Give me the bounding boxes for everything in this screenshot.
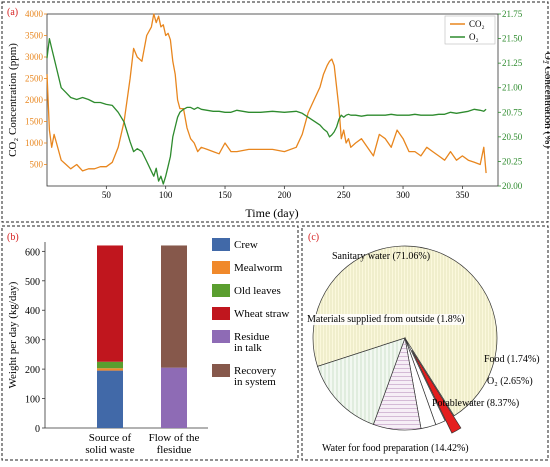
x-tick-label: 50 — [102, 190, 112, 200]
panel-a-plot-area — [46, 13, 499, 187]
pie-label: Materials supplied from outside (1.8%) — [307, 314, 464, 325]
y-right-tick-label: 20.75 — [502, 107, 523, 117]
y-tick-label: 600 — [25, 247, 40, 258]
panel-a-frame — [1, 1, 549, 223]
o2-series-line — [46, 37, 487, 185]
panel-c: (c) Sanitary water (71.06%) Materials sup… — [306, 232, 540, 454]
y-left-tick-label: 500 — [30, 160, 44, 170]
panel-b-y-label: Weight per day (kg/day) — [7, 281, 19, 388]
y-right-tick-label: 20.25 — [502, 156, 523, 166]
bar-segment — [97, 368, 123, 371]
legend-label-co2: CO₂ — [469, 19, 485, 29]
y-tick-label: 300 — [25, 336, 40, 347]
legend-swatch — [212, 307, 230, 320]
legend-label: Mealworm — [234, 262, 283, 274]
y-tick-label: 200 — [25, 365, 40, 376]
bar-segment — [97, 361, 123, 369]
legend-label: in system — [234, 376, 276, 388]
category-label: Flow of the — [149, 432, 200, 444]
panel-b-frame — [1, 225, 299, 461]
y-tick-label: 100 — [25, 395, 40, 406]
panel-b-label: (b) — [7, 232, 19, 243]
legend-label: Crew — [234, 239, 258, 251]
category-label: flesidue — [157, 444, 192, 456]
panel-a-x-label: Time (day) — [245, 206, 298, 220]
y-tick-label: 500 — [25, 277, 40, 288]
pie-label: Potablewater (8.37%) — [432, 398, 519, 409]
y-left-tick-label: 2000 — [25, 95, 44, 105]
pie-slice — [312, 245, 498, 417]
bar-segment — [97, 245, 123, 362]
x-tick-label: 100 — [159, 190, 173, 200]
y-left-tick-label: 2500 — [25, 74, 44, 84]
panel-a-y-right-label: O₂ Concentration (%) — [542, 52, 550, 148]
y-left-tick-label: 4000 — [25, 9, 44, 19]
legend-label: Residue — [234, 331, 270, 343]
co2-series-line — [46, 13, 487, 174]
bar-segment — [97, 370, 123, 428]
pie-label: O₂ (2.65%) — [487, 376, 533, 387]
legend-swatch — [212, 364, 230, 377]
y-left-tick-label: 3500 — [25, 31, 44, 41]
x-tick-label: 350 — [456, 190, 470, 200]
legend-swatch — [212, 284, 230, 297]
legend-swatch — [212, 261, 230, 274]
y-tick-label: 0 — [35, 424, 40, 435]
y-tick-label: 400 — [25, 306, 40, 317]
y-right-tick-label: 20.00 — [502, 181, 523, 191]
panel-a-series — [46, 13, 487, 185]
pie-slice — [317, 337, 406, 425]
legend-label: Recovery — [234, 365, 277, 377]
y-right-tick-label: 21.50 — [502, 34, 523, 44]
y-left-tick-label: 3000 — [25, 52, 44, 62]
panel-c-pie — [312, 245, 498, 434]
pie-label: Water for food preparation (14.42%) — [322, 443, 469, 454]
y-right-tick-label: 21.00 — [502, 83, 523, 93]
legend-label-o2: O₂ — [469, 32, 479, 42]
bar-segment — [161, 245, 187, 368]
panel-a-legend-box — [444, 15, 496, 45]
panel-a: (a) 50 100 150 200 250 300 350 500 1000 1500 2000 2… — [7, 7, 550, 220]
pie-label-bg — [306, 314, 466, 325]
y-left-tick-label: 1500 — [25, 117, 44, 127]
y-right-tick-label: 21.75 — [502, 9, 523, 19]
y-left-tick-label: 1000 — [25, 138, 44, 148]
panel-c-label: (c) — [308, 232, 319, 243]
x-tick-label: 150 — [218, 190, 232, 200]
category-label: Source of — [89, 432, 132, 444]
legend-swatch — [212, 330, 230, 343]
pie-label: Food (1.74%) — [484, 354, 540, 365]
category-label: solid waste — [85, 444, 134, 456]
pie-slice — [411, 350, 462, 434]
legend-swatch — [212, 238, 230, 251]
bar-segment — [161, 367, 187, 428]
panel-c-labels: Sanitary water (71.06%) Materials supplie… — [306, 251, 540, 454]
panel-a-ticks: 50 100 150 200 250 300 350 500 1000 1500 2000 2500 3… — [25, 9, 523, 200]
legend-label: in talk — [234, 342, 262, 354]
x-tick-label: 200 — [278, 190, 292, 200]
panel-a-legend: CO₂ O₂ — [444, 15, 496, 45]
panel-c-frame — [301, 225, 549, 461]
panel-a-y-left-label: CO₂ Concentration (ppm) — [7, 43, 19, 157]
panel-a-label: (a) — [7, 7, 18, 18]
x-tick-label: 300 — [396, 190, 410, 200]
y-right-tick-label: 20.50 — [502, 132, 523, 142]
panel-b-ticks: 0 100 200 300 400 500 600 — [25, 247, 45, 435]
legend-label: Old leaves — [234, 285, 281, 297]
x-tick-label: 250 — [337, 190, 351, 200]
legend-label: Wheat straw — [234, 308, 289, 320]
pie-label: Sanitary water (71.06%) — [332, 251, 430, 262]
y-right-tick-label: 21.25 — [502, 58, 523, 68]
panel-b-legend: Crew Mealworm Old leaves Wheat straw Residue… — [212, 238, 289, 388]
